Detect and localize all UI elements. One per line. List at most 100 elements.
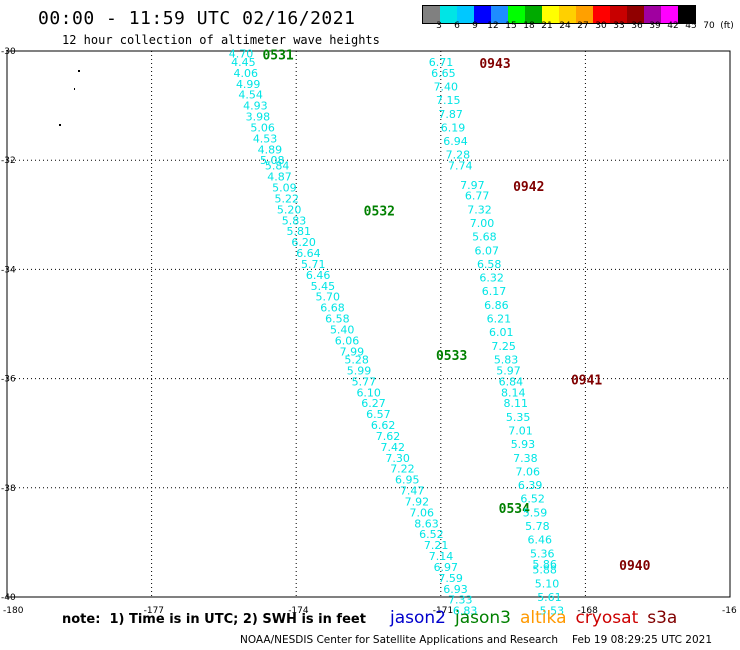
wave-height-value: 7.22 <box>390 463 415 476</box>
wave-height-value: 6.65 <box>431 67 456 80</box>
colorbar-label: 70 <box>703 21 715 31</box>
map-subtitle: 12 hour collection of altimeter wave hei… <box>62 33 380 47</box>
graticule <box>7 51 730 597</box>
wave-height-value: 6.01 <box>489 326 514 339</box>
colorbar-label: (ft) <box>720 21 734 31</box>
wave-height-value: 4.53 <box>253 132 278 145</box>
lat-tick-label: -32 <box>1 156 16 166</box>
colorbar-label: 30 <box>595 21 607 31</box>
wave-height-value: 7.30 <box>385 452 410 465</box>
wave-height-value: 5.10 <box>535 577 560 590</box>
wave-height-value: 6.19 <box>441 121 466 134</box>
colorbar-swatch <box>678 6 695 23</box>
legend-s3a: s3a <box>647 608 678 628</box>
colorbar-swatch <box>440 6 457 23</box>
wave-height-value: 5.22 <box>275 192 300 205</box>
colorbar-swatch <box>576 6 593 23</box>
wave-height-value: 6.17 <box>482 285 507 298</box>
wave-height-value: 7.00 <box>470 217 495 230</box>
colorbar-label: 42 <box>667 21 679 31</box>
pass-time-label: 0531 <box>262 49 293 64</box>
pass-time-label: 0534 <box>499 502 530 517</box>
wave-height-value: 4.70 <box>229 48 254 61</box>
colorbar-label: 18 <box>523 21 535 31</box>
wave-height-value: 7.87 <box>438 108 463 121</box>
colorbar-label: 6 <box>454 21 460 31</box>
wave-height-value: 6.86 <box>484 299 509 312</box>
colorbar-label: 33 <box>613 21 625 31</box>
colorbar-label: 12 <box>487 21 499 31</box>
colorbar-label: 24 <box>559 21 571 31</box>
colorbar-swatch <box>593 6 610 23</box>
wave-height-value: 7.28 <box>446 149 471 162</box>
wave-height-value: 5.20 <box>277 203 302 216</box>
track-jason3: 4.704.454.064.994.544.933.985.064.534.89… <box>229 48 530 618</box>
wave-height-value: 7.47 <box>400 485 425 498</box>
wave-height-value: 4.54 <box>238 89 262 102</box>
legend-cryosat: cryosat <box>575 608 639 628</box>
credit-text: NOAA/NESDIS Center for Satellite Applica… <box>240 634 558 646</box>
lon-tick-label: -174 <box>288 606 309 616</box>
pass-time-label: 0943 <box>479 57 510 72</box>
wave-height-value: 6.84 <box>499 375 524 388</box>
timestamp: Feb 19 08:29:25 UTC 2021 <box>572 634 712 646</box>
wave-height-value: 6.52 <box>419 528 444 541</box>
lat-tick-label: -40 <box>1 593 16 603</box>
wave-height-value: 5.84 <box>265 160 290 173</box>
lon-tick-label: -168 <box>577 606 598 616</box>
wave-height-value: 6.64 <box>296 247 321 260</box>
wave-height-value: 5.77 <box>352 375 377 388</box>
wave-height-value: 7.06 <box>516 465 541 478</box>
colorbar-swatch <box>542 6 559 23</box>
wave-height-value: 6.21 <box>487 313 512 326</box>
wave-height-value: 6.58 <box>477 258 502 271</box>
wave-height-colorbar <box>422 5 696 24</box>
wave-height-value: 5.78 <box>525 520 550 533</box>
lon-tick-label: -177 <box>144 606 164 616</box>
colorbar-swatch <box>559 6 576 23</box>
colorbar-swatch <box>627 6 644 23</box>
wave-height-value: 5.68 <box>472 231 497 244</box>
lat-tick-label: -36 <box>1 375 16 385</box>
wave-height-value: 6.95 <box>395 474 420 487</box>
wave-height-value: 5.86 <box>532 558 557 571</box>
wave-height-value: 6.46 <box>306 269 331 282</box>
wave-height-value: 6.32 <box>479 272 504 285</box>
wave-height-value: 6.20 <box>291 236 316 249</box>
colorbar-label: 39 <box>649 21 661 31</box>
wave-height-value: 7.74 <box>448 160 473 173</box>
footer-note: note: 1) Time is in UTC; 2) SWH is in fe… <box>62 612 366 627</box>
lon-tick-label: -180 <box>3 606 24 616</box>
wave-height-value: 5.83 <box>282 214 307 227</box>
wave-height-value: 6.06 <box>335 334 360 347</box>
wave-height-value: 5.36 <box>530 547 555 560</box>
wave-height-value: 5.09 <box>272 182 297 195</box>
wave-height-value: 6.62 <box>371 419 396 432</box>
wave-height-value: 7.06 <box>409 506 434 519</box>
colorbar-label: 3 <box>436 21 442 31</box>
wave-height-value: 6.07 <box>475 244 500 257</box>
wave-height-value: 5.97 <box>496 364 520 377</box>
wave-height-value: 5.40 <box>330 323 355 336</box>
pass-time-label: 0940 <box>619 559 650 574</box>
satellite-legend: jason2 jason3 altika cryosat s3a <box>390 608 686 628</box>
colorbar-swatch <box>661 6 678 23</box>
wave-height-value: 4.99 <box>236 78 261 91</box>
wave-height-value: 8.11 <box>503 397 527 410</box>
wave-height-value: 4.06 <box>234 67 258 80</box>
colorbar-labels: 3 6 9 12 15 18 21 24 27 30 33 36 39 42 45 70 (ft) <box>422 21 740 35</box>
colorbar-swatch <box>423 6 440 23</box>
wave-height-value: 6.52 <box>520 493 545 506</box>
wave-height-value: 7.59 <box>438 572 463 585</box>
altimeter-tracks: 4.704.454.064.994.544.933.985.064.534.89… <box>229 48 651 618</box>
lon-tick-label: -171 <box>433 606 453 616</box>
wave-height-value: 7.15 <box>436 94 461 107</box>
colorbar-swatch <box>457 6 474 23</box>
wave-height-value: 4.45 <box>231 56 256 69</box>
wave-height-value: 7.97 <box>460 179 485 192</box>
wave-height-value: 5.70 <box>315 291 340 304</box>
pass-time-label: 0941 <box>571 374 602 389</box>
wave-height-value: 8.63 <box>414 517 439 530</box>
wave-height-value: 6.39 <box>518 479 543 492</box>
